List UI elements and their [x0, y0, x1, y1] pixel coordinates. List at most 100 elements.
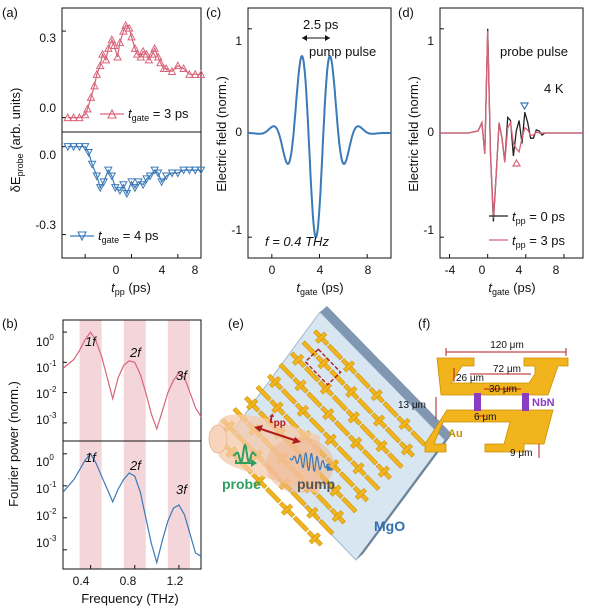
panel-f-nbn-strip-right [522, 393, 529, 411]
panel-b-bottom-frame [62, 440, 202, 570]
panel-b-ticks [63, 331, 180, 569]
panel-e-antenna-stub [315, 331, 328, 344]
panel-a-bottom-marker [196, 166, 206, 175]
panel-e-unit-cell-box [304, 348, 342, 386]
panel-b-bottom-ytick-3: 10-3 [36, 534, 57, 550]
panel-e-antenna-stub [377, 465, 390, 478]
panel-c-xtick-2: 8 [365, 263, 372, 277]
panel-c-label: (c) [206, 5, 221, 20]
panel-d-pink-marker [511, 158, 522, 167]
panel-e-antenna-stub [350, 436, 363, 449]
panel-f-lower-bracket [424, 409, 554, 453]
panel-e-antenna-stub [322, 408, 335, 421]
panel-a-bottom-marker [115, 187, 125, 196]
panel-f-dim-9: 9 μm [510, 448, 532, 459]
panel-a-bottom-marker [75, 143, 84, 152]
panel-a-top-marker [127, 32, 136, 41]
panel-a-bottom-marker [173, 169, 183, 178]
panel-a-bottom-marker [119, 181, 128, 190]
panel-e-substrate-label: MgO [374, 518, 405, 534]
panel-f-nbn-strip-left [474, 393, 481, 411]
panel-d-xlabel: tgate (ps) [488, 280, 535, 297]
panel-a-bottom-marker [122, 190, 132, 199]
panel-c-ytick-0: 1 [235, 34, 242, 48]
panel-a-bottom-marker [190, 166, 200, 175]
panel-e-antenna-bar [280, 388, 298, 405]
panel-f-au-label: Au [448, 428, 463, 440]
panel-f-device [424, 357, 569, 453]
panel-b-top-2f: 2f [129, 345, 142, 360]
panel-a-top-marker [138, 46, 148, 55]
panel-a-top-marker [144, 55, 154, 64]
panel-a-top-marker [101, 55, 111, 64]
panel-a-bottom-marker [92, 172, 102, 181]
panel-a-top-marker [90, 81, 99, 90]
panel-e-antenna-stub [294, 379, 307, 392]
panel-b-shaded-band [123, 320, 146, 569]
panel-a-top-marker [83, 104, 92, 113]
panel-e-label: (e) [228, 316, 244, 331]
panel-b-xlabel: Frequency (THz) [81, 591, 179, 606]
panel-a-bottom-marker [87, 160, 97, 169]
panel-a-top-marker [190, 69, 200, 78]
panel-e-antenna-stub [354, 487, 367, 500]
panel-a-bottom-marker [99, 178, 109, 187]
panel-f-dim-120: 120 μm [490, 340, 524, 351]
panel-a-ticks [62, 30, 179, 258]
panel-b: (b) 100 10-1 10-2 10-3 100 10-1 10-2 10-… [2, 316, 202, 606]
panel-e-antenna-bar [336, 445, 353, 463]
panel-a-top-marker [132, 49, 142, 58]
panel-e-antenna-bar [364, 474, 381, 491]
panel-a-legend-top: tgate = 3 ps [100, 106, 189, 123]
panel-e-antenna-stub [292, 353, 305, 366]
panel-a-top-marker [63, 113, 73, 122]
panel-a-bottom-plot [63, 143, 206, 199]
panel-e-antenna-stub [375, 440, 388, 453]
panel-f-dimension-lines [435, 348, 567, 458]
panel-d-legend-1: tpp = 3 ps [512, 233, 566, 250]
panel-d-label: (d) [398, 5, 414, 20]
panel-a-top-marker [107, 35, 117, 44]
panel-a-top-marker [136, 52, 146, 61]
panel-e-antenna-stub [331, 510, 344, 523]
panel-b-bottom-ytick-2: 10-2 [36, 507, 57, 523]
panel-a-top-marker [103, 43, 113, 52]
panel-a-bottom-line [67, 146, 201, 196]
panel-f-dim-30: 30 μm [489, 384, 517, 395]
panel-b-top-1f: 1f [85, 334, 97, 349]
panel-a-xtick-1: 4 [159, 263, 166, 277]
panel-e-substrate-edge-side [356, 434, 452, 560]
panel-e-antenna-bar [387, 452, 404, 469]
panel-f-dim-6: 6 μm [474, 412, 496, 423]
panel-f: (f) 120 μm 72 μm 26 μm 30 μm 13 μm 6 μm [398, 316, 569, 459]
panel-e-antenna-stub [280, 503, 294, 516]
panel-a-top-marker [185, 69, 194, 78]
panel-a-top-plot [63, 20, 206, 122]
panel-b-ytick-labels: 100 10-1 10-2 10-3 100 10-1 10-2 10-3 [36, 333, 57, 550]
panel-e-antenna-bar [265, 486, 282, 504]
panel-e-antenna-stub [246, 398, 259, 411]
panel-a-top-marker [161, 64, 171, 73]
panel-a-top-marker [196, 69, 206, 78]
panel-e-antenna-stub [306, 506, 319, 519]
panel-b-top-ytick-3: 10-3 [36, 411, 57, 427]
panel-b-bottom-ytick-0: 100 [36, 453, 54, 469]
panel-e-probe-pulse [232, 443, 257, 464]
panel-e-probe-arrowhead [251, 459, 257, 467]
panel-a-legend-top-text: tgate = 3 ps [128, 106, 189, 123]
panel-e-antenna-bar [327, 343, 344, 361]
panel-e-substrate-edge-top [320, 306, 452, 440]
panel-a-top-marker [86, 92, 96, 101]
panel-c-pump-waveform [248, 54, 391, 238]
panel-a-bottom-marker [157, 178, 166, 187]
panel-a-top-marker [109, 40, 119, 49]
panel-e-antenna-bar [292, 515, 309, 533]
panel-a-top-marker [153, 52, 163, 61]
panel-e-antenna-bar [357, 398, 374, 415]
panel-e-antenna-stub [347, 411, 360, 424]
panel-d-ytick-2: -1 [423, 223, 434, 237]
panel-b-bottom-3f: 3f [176, 482, 188, 497]
panel-e-antenna-bar [308, 416, 325, 434]
panel-f-nbn-label: NbN [532, 397, 555, 409]
panel-c-pump-label: pump pulse [309, 44, 376, 59]
